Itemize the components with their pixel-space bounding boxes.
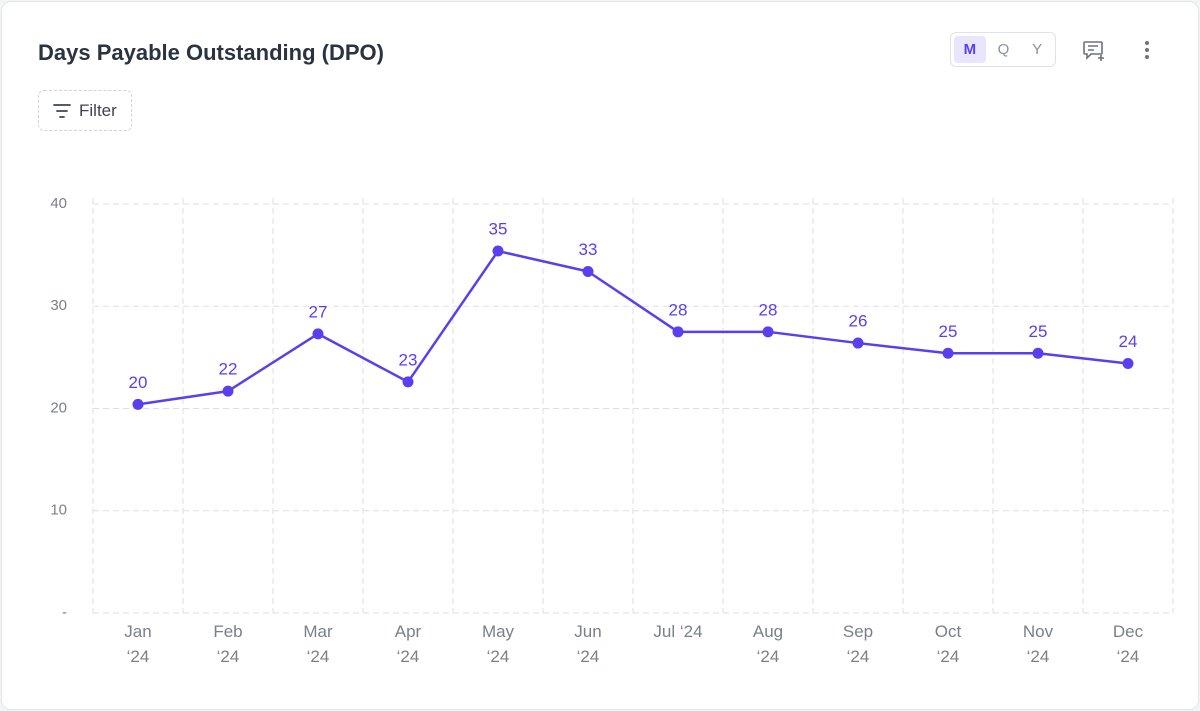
point: [1032, 347, 1044, 359]
x-tick-label: Jan ‘24: [124, 622, 152, 666]
data-label: 28: [759, 300, 778, 319]
point: [762, 326, 774, 338]
period-option[interactable]: M: [954, 36, 986, 63]
point: [672, 326, 684, 338]
line: [137, 249, 1129, 406]
x-tick-label: Apr ‘24: [394, 622, 422, 666]
filter-label: Filter: [79, 100, 117, 120]
point: [222, 385, 234, 397]
period-option[interactable]: Y: [1032, 41, 1043, 58]
data-label: 24: [1119, 332, 1138, 351]
x-tick-label: Sep ‘24: [842, 622, 874, 666]
y-tick-label: 40: [50, 195, 67, 212]
data-label: 25: [1029, 322, 1048, 341]
y-tick-label: 10: [50, 502, 67, 519]
point: [852, 337, 864, 349]
period-toggle: M Q Y: [950, 32, 1056, 67]
point: [942, 347, 954, 359]
data-label: 27: [309, 302, 328, 321]
x-tick-label: Mar ‘24: [303, 622, 333, 666]
x-tick-label: Dec ‘24: [1112, 622, 1144, 666]
filter-icon: [53, 103, 71, 118]
data-label: 35: [489, 220, 508, 239]
data-label: 23: [399, 350, 418, 369]
period-option[interactable]: Q: [997, 41, 1010, 58]
x-tick-label: Oct ‘24: [934, 622, 962, 666]
point: [1122, 358, 1134, 370]
point: [312, 328, 324, 340]
point: [402, 376, 414, 388]
x-tick-label: Nov ‘24: [1022, 622, 1054, 666]
title: Days Payable Outstanding (DPO): [38, 40, 384, 65]
x-tick-label: May ‘24: [481, 622, 515, 666]
more-icon[interactable]: [1142, 40, 1152, 62]
data-label: 20: [129, 373, 148, 392]
y-tick-label: 30: [50, 297, 67, 314]
filter-button[interactable]: Filter: [38, 90, 132, 131]
y-tick-label: 20: [50, 399, 67, 416]
point: [492, 245, 504, 257]
x-tick-label: Aug ‘24: [752, 622, 784, 666]
data-label: 25: [939, 322, 958, 341]
data-label: 22: [219, 360, 238, 379]
y-tick-label: -: [62, 604, 67, 621]
data-label: 26: [849, 312, 868, 331]
point: [132, 398, 144, 410]
data-label: 28: [669, 300, 688, 319]
x-tick-label: Jul ‘24: [653, 622, 703, 641]
data-label: 33: [579, 240, 598, 259]
x-tick-label: Jun ‘24: [574, 622, 602, 666]
comment-icon[interactable]: [1082, 40, 1106, 62]
x-tick-label: Feb ‘24: [213, 622, 243, 666]
point: [582, 265, 594, 277]
